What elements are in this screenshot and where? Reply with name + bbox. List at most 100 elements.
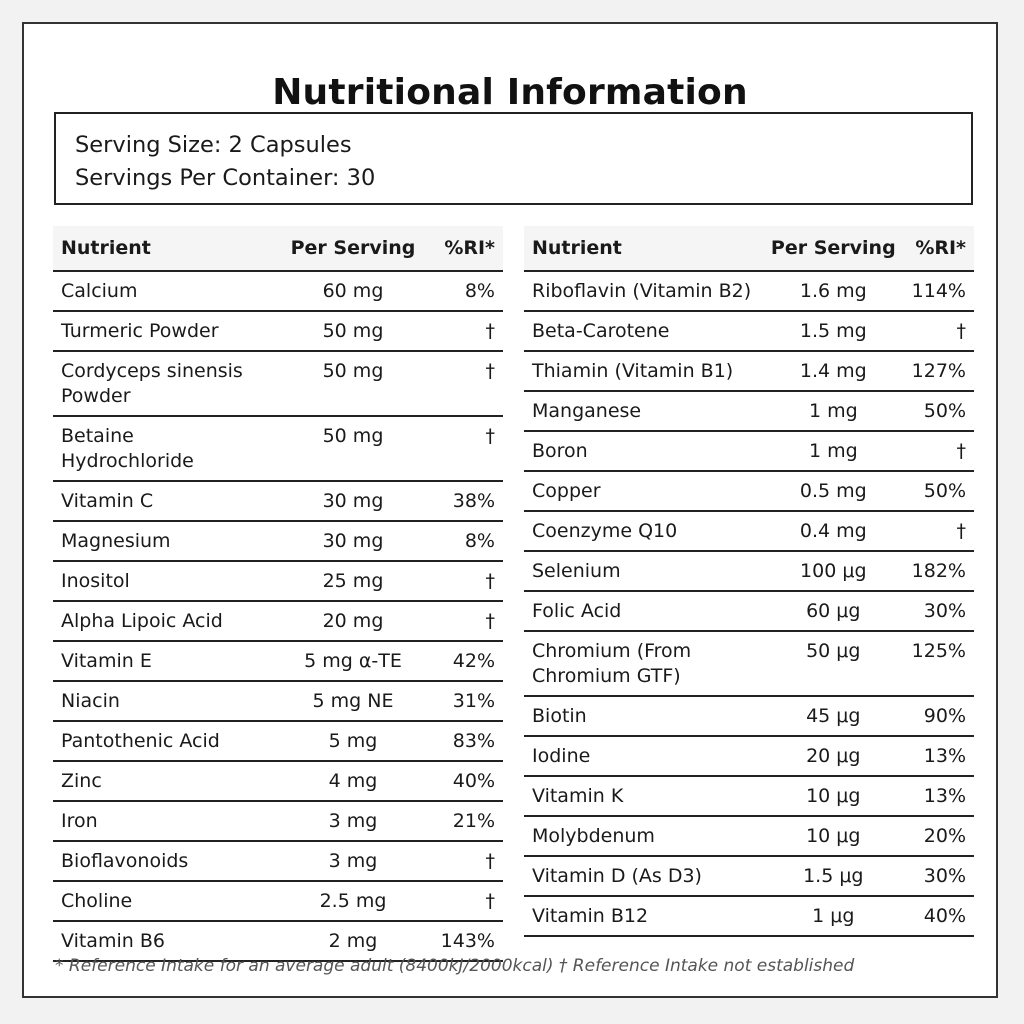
ri-percent: † [427,601,503,642]
nutrient-name: Turmeric Powder [53,311,279,352]
ri-percent: 38% [427,481,503,522]
per-serving-amount: 60 μg [762,591,904,632]
per-serving-amount: 10 μg [762,776,904,817]
ri-percent: 50% [903,471,974,512]
table-row: Turmeric Powder 50 mg † [53,311,503,352]
nutrient-name: Betaine Hydrochloride [53,416,279,482]
ri-percent: 90% [903,696,974,737]
ri-percent: † [427,416,503,482]
nutrient-table-left: Nutrient Per Serving %RI* Calcium 60 mg 8%… [53,226,503,962]
per-serving-amount: 1.5 μg [762,856,904,897]
header-per-serving: Per Serving [762,226,904,272]
nutrient-name: Pantothenic Acid [53,721,279,762]
per-serving-amount: 100 μg [762,551,904,592]
per-serving-amount: 2 mg [279,921,427,962]
table-row: Inositol 25 mg † [53,561,503,602]
nutrient-name: Chromium (From Chromium GTF) [524,631,763,697]
table-row: Manganese 1 mg 50% [524,391,974,432]
table-row: Chromium (From Chromium GTF) 50 μg 125% [524,631,974,697]
per-serving-amount: 5 mg NE [279,681,427,722]
nutrition-panel: Nutritional Information Serving Size: 2 … [22,22,998,998]
table-row: Zinc 4 mg 40% [53,761,503,802]
ri-percent: 31% [427,681,503,722]
table-row: Copper 0.5 mg 50% [524,471,974,512]
ri-percent: 50% [903,391,974,432]
table-row: Iodine 20 μg 13% [524,736,974,777]
nutrient-name: Inositol [53,561,279,602]
nutrient-name: Vitamin D (As D3) [524,856,763,897]
table-row: Selenium 100 μg 182% [524,551,974,592]
ri-percent: 8% [427,521,503,562]
nutrient-table-right: Nutrient Per Serving %RI* Riboflavin (Vi… [524,226,974,937]
ri-percent: 21% [427,801,503,842]
ri-percent: † [427,561,503,602]
table-row: Thiamin (Vitamin B1) 1.4 mg 127% [524,351,974,392]
per-serving-amount: 30 mg [279,521,427,562]
table-row: Calcium 60 mg 8% [53,271,503,312]
table-row: Pantothenic Acid 5 mg 83% [53,721,503,762]
per-serving-amount: 20 μg [762,736,904,777]
ri-percent: 20% [903,816,974,857]
table-row: Vitamin B12 1 μg 40% [524,896,974,937]
table-row: Molybdenum 10 μg 20% [524,816,974,857]
nutrient-name: Boron [524,431,763,472]
ri-percent: † [427,351,503,417]
header-ri: %RI* [903,226,974,272]
nutrient-name: Manganese [524,391,763,432]
per-serving-amount: 1 μg [762,896,904,937]
nutrient-name: Thiamin (Vitamin B1) [524,351,763,392]
ri-percent: 182% [903,551,974,592]
table-row: Magnesium 30 mg 8% [53,521,503,562]
nutrient-name: Coenzyme Q10 [524,511,763,552]
nutrient-name: Riboflavin (Vitamin B2) [524,271,763,312]
ri-percent: † [427,311,503,352]
table-row: Vitamin C 30 mg 38% [53,481,503,522]
per-serving-amount: 5 mg [279,721,427,762]
nutrient-name: Alpha Lipoic Acid [53,601,279,642]
table-row: Coenzyme Q10 0.4 mg † [524,511,974,552]
nutrient-name: Copper [524,471,763,512]
nutrient-name: Folic Acid [524,591,763,632]
nutrient-name: Calcium [53,271,279,312]
ri-percent: † [903,311,974,352]
table-row: Vitamin K 10 μg 13% [524,776,974,817]
per-serving-amount: 3 mg [279,801,427,842]
per-serving-amount: 30 mg [279,481,427,522]
per-serving-amount: 0.4 mg [762,511,904,552]
nutrient-name: Choline [53,881,279,922]
per-serving-amount: 1 mg [762,391,904,432]
table-row: Biotin 45 μg 90% [524,696,974,737]
ri-percent: † [903,511,974,552]
serving-size: Serving Size: 2 Capsules [75,132,352,158]
nutrient-name: Vitamin B12 [524,896,763,937]
per-serving-amount: 5 mg α-TE [279,641,427,682]
nutrient-name: Biotin [524,696,763,737]
ri-percent: 30% [903,856,974,897]
ri-percent: 83% [427,721,503,762]
header-per-serving: Per Serving [279,226,427,272]
header-nutrient: Nutrient [524,226,763,272]
nutrient-name: Vitamin K [524,776,763,817]
table-header-row: Nutrient Per Serving %RI* [53,226,503,272]
per-serving-amount: 45 μg [762,696,904,737]
ri-percent: 13% [903,776,974,817]
ri-percent: 143% [427,921,503,962]
ri-percent: 40% [427,761,503,802]
nutrient-name: Magnesium [53,521,279,562]
ri-percent: † [427,881,503,922]
per-serving-amount: 50 mg [279,351,427,417]
footnote: * Reference Intake for an average adult … [55,956,855,976]
per-serving-amount: 10 μg [762,816,904,857]
ri-percent: 8% [427,271,503,312]
per-serving-amount: 25 mg [279,561,427,602]
page-title: Nutritional Information [272,72,748,113]
nutrient-name: Zinc [53,761,279,802]
table-row: Riboflavin (Vitamin B2) 1.6 mg 114% [524,271,974,312]
table-row: Cordyceps sinensis Powder 50 mg † [53,351,503,417]
ri-percent: † [427,841,503,882]
table-row: Folic Acid 60 μg 30% [524,591,974,632]
nutrient-name: Beta-Carotene [524,311,763,352]
nutrient-name: Bioflavonoids [53,841,279,882]
per-serving-amount: 1.6 mg [762,271,904,312]
